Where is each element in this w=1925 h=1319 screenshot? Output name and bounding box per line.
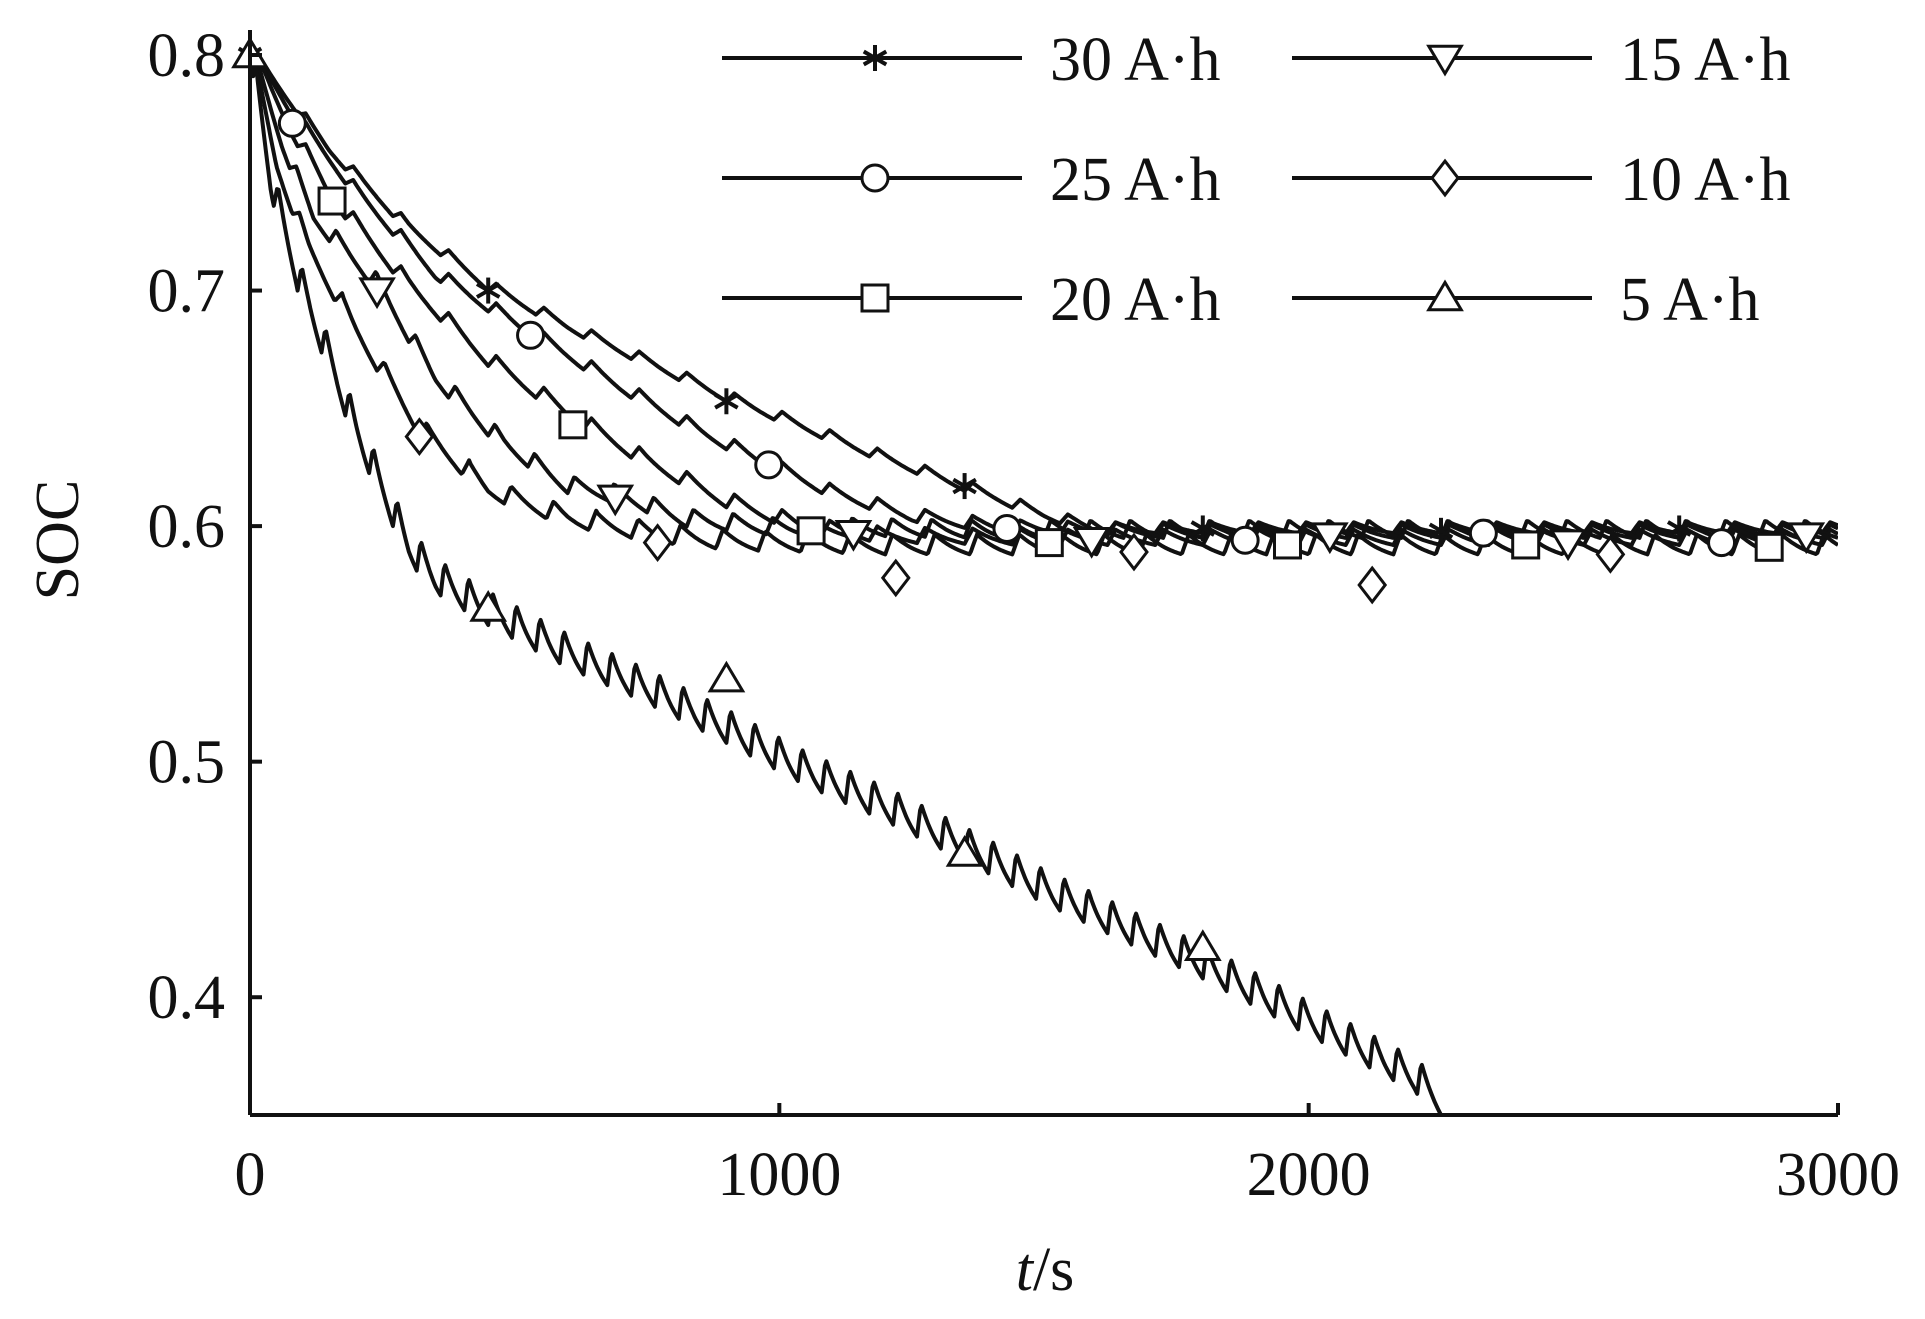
- x-tick-label: 1000: [717, 1141, 841, 1209]
- series-marker: [1754, 532, 1784, 562]
- series-marker: [952, 473, 977, 500]
- y-tick-label: 0.5: [148, 729, 226, 797]
- series-marker: [469, 590, 508, 622]
- series-marker: [558, 410, 588, 440]
- series-marker: [1428, 517, 1454, 544]
- x-tick-label: 0: [235, 1141, 266, 1209]
- legend-marker: [860, 283, 890, 313]
- series-line: [250, 54, 1838, 557]
- legend-item: 15 A·h: [1292, 26, 1791, 94]
- series-marker: [404, 417, 435, 456]
- axes-layer: [248, 30, 1838, 1117]
- y-tick-label: 0.8: [148, 22, 226, 90]
- ticks-layer: 0 1000 2000 3000 0.4 0.5 0.6 0.7 0.8: [148, 22, 1901, 1209]
- series-marker: [1230, 525, 1260, 555]
- y-tick-label: 0.6: [148, 493, 226, 561]
- legend-item: 20 A·h: [722, 266, 1221, 334]
- series-marker: [1787, 522, 1826, 555]
- series-marker: [1707, 528, 1737, 558]
- series-marker: [1272, 530, 1302, 560]
- x-tick-label: 2000: [1247, 1141, 1371, 1209]
- legend: 30 A·h 25 A·h 20 A·h 15 A·h 10 A·h 5 A·h: [722, 26, 1791, 334]
- legend-label: 10 A·h: [1620, 146, 1791, 214]
- series-marker: [1511, 530, 1541, 560]
- series-line: [250, 51, 1443, 1115]
- series-marker: [1190, 515, 1216, 542]
- series-layer: [250, 51, 1838, 1115]
- series-marker: [754, 450, 784, 480]
- legend-marker: [1426, 44, 1464, 77]
- legend-label: 5 A·h: [1620, 266, 1760, 334]
- legend-marker: [1426, 279, 1464, 312]
- series-marker: [317, 186, 347, 216]
- series-marker: [992, 513, 1022, 543]
- series-marker: [1310, 522, 1349, 555]
- x-axis-title-unit: /s: [1033, 1236, 1074, 1304]
- legend-item: 10 A·h: [1292, 146, 1791, 214]
- series-marker: [642, 523, 673, 562]
- x-axis-title: t/s: [1016, 1236, 1075, 1304]
- series-marker: [1183, 929, 1222, 961]
- legend-marker: [1430, 158, 1460, 198]
- series-marker: [475, 277, 501, 304]
- series-marker: [1549, 529, 1587, 562]
- series-marker: [596, 484, 635, 517]
- series-marker: [358, 277, 396, 310]
- series-marker: [945, 835, 984, 867]
- legend-item: 30 A·h: [722, 26, 1221, 94]
- series-marker: [1072, 527, 1111, 559]
- legend-label: 15 A·h: [1620, 26, 1791, 94]
- x-tick-label: 3000: [1776, 1141, 1900, 1209]
- series-marker: [1357, 565, 1388, 605]
- y-tick-label: 0.4: [148, 964, 226, 1032]
- legend-item: 5 A·h: [1292, 266, 1760, 334]
- legend-marker: [862, 45, 888, 71]
- legend-marker: [860, 163, 890, 193]
- series-marker: [516, 320, 546, 350]
- legend-label: 30 A·h: [1050, 26, 1221, 94]
- legend-label: 20 A·h: [1050, 266, 1221, 334]
- x-axis-title-italic: t: [1016, 1236, 1035, 1304]
- legend-item: 25 A·h: [722, 146, 1221, 214]
- series-marker: [1034, 528, 1064, 558]
- series-marker: [707, 660, 746, 693]
- marker-layer: [231, 36, 1826, 961]
- series-marker: [1666, 515, 1692, 542]
- series-marker: [277, 108, 307, 138]
- series-marker: [880, 558, 911, 598]
- legend-label: 25 A·h: [1050, 146, 1221, 214]
- series-marker: [796, 516, 826, 546]
- series-marker: [1119, 532, 1149, 572]
- series-marker: [834, 519, 873, 552]
- y-axis-title: SOC: [24, 480, 92, 601]
- y-tick-label: 0.7: [148, 258, 226, 326]
- series-marker: [1468, 518, 1498, 548]
- series-marker: [1595, 535, 1626, 574]
- series-marker: [714, 388, 739, 415]
